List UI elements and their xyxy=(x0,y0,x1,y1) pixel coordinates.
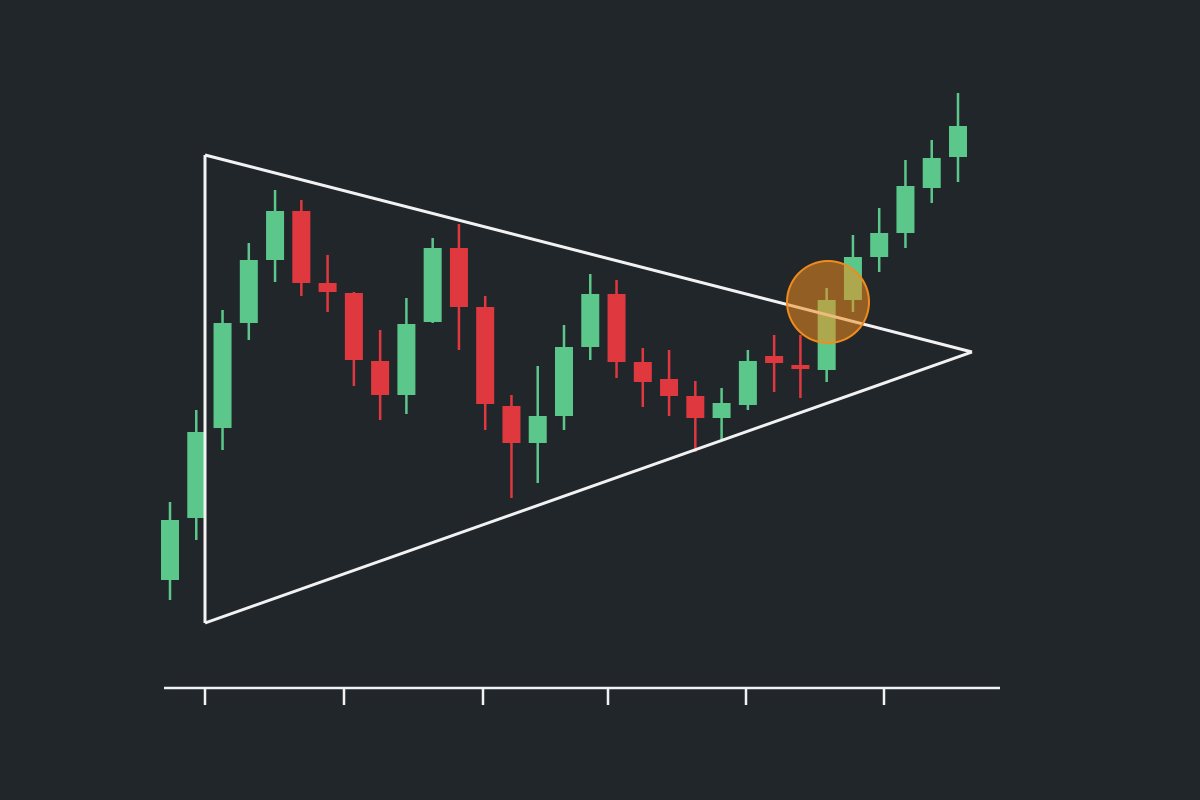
candle-body xyxy=(660,379,679,396)
candle-body xyxy=(528,416,547,443)
candle-body xyxy=(449,248,468,307)
candle-body xyxy=(213,323,232,428)
candle-body xyxy=(607,294,626,362)
candle-body xyxy=(555,347,573,416)
candle-body xyxy=(896,186,915,233)
x-axis xyxy=(164,686,1000,705)
candle-body xyxy=(712,403,731,418)
candle-body xyxy=(161,520,179,580)
candle-body xyxy=(318,283,337,292)
candle-body xyxy=(738,361,757,405)
candles xyxy=(161,93,967,600)
candle-body xyxy=(686,396,705,418)
candle-body xyxy=(423,248,442,322)
candle-body xyxy=(791,365,810,369)
candle-body xyxy=(502,406,521,443)
breakout-marker xyxy=(786,260,870,344)
candle-body xyxy=(633,362,652,382)
candle-body xyxy=(239,260,258,323)
candle-body xyxy=(476,307,495,404)
candle-body xyxy=(292,211,311,283)
candle-body xyxy=(870,233,889,257)
candle-body xyxy=(266,211,285,260)
candle-body xyxy=(581,294,600,347)
candle-body xyxy=(765,356,784,363)
candle-body xyxy=(922,158,941,188)
lower-trendline xyxy=(204,350,973,625)
candle-body xyxy=(187,432,206,518)
candle-body xyxy=(371,361,390,395)
candle-body xyxy=(344,293,363,360)
candle-body xyxy=(949,126,967,157)
candle-body xyxy=(397,324,416,395)
